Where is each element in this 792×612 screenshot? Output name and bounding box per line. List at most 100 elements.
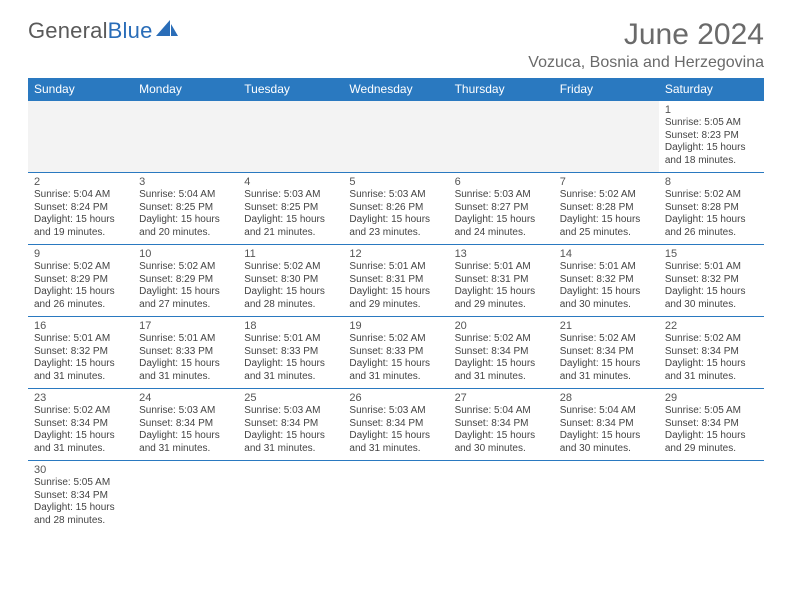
brand-part1: General (28, 18, 108, 44)
day-info-line: Sunrise: 5:03 AM (139, 405, 232, 418)
day-info-line: and 31 minutes. (34, 371, 127, 384)
day-cell (238, 101, 343, 173)
day-cell: 15Sunrise: 5:01 AMSunset: 8:32 PMDayligh… (659, 245, 764, 317)
day-info-line: Daylight: 15 hours (244, 430, 337, 443)
day-header: Sunday (28, 78, 133, 101)
day-info-line: Daylight: 15 hours (455, 214, 548, 227)
day-number: 29 (665, 392, 758, 404)
day-info-line: Daylight: 15 hours (560, 430, 653, 443)
day-number: 16 (34, 320, 127, 332)
day-info-line: Sunset: 8:34 PM (34, 490, 127, 503)
day-cell: 22Sunrise: 5:02 AMSunset: 8:34 PMDayligh… (659, 317, 764, 389)
day-info-line: Sunset: 8:34 PM (139, 418, 232, 431)
day-info-line: Daylight: 15 hours (34, 214, 127, 227)
day-info-line: Sunrise: 5:03 AM (244, 405, 337, 418)
calendar-body: 1Sunrise: 5:05 AMSunset: 8:23 PMDaylight… (28, 101, 764, 533)
day-number: 30 (34, 464, 127, 476)
day-cell (28, 101, 133, 173)
week-row: 1Sunrise: 5:05 AMSunset: 8:23 PMDaylight… (28, 101, 764, 173)
day-info-line: Sunset: 8:30 PM (244, 274, 337, 287)
day-cell (133, 101, 238, 173)
day-info-line: Daylight: 15 hours (560, 286, 653, 299)
day-info-line: Daylight: 15 hours (349, 430, 442, 443)
day-info-line: Sunrise: 5:02 AM (560, 333, 653, 346)
day-info-line: Sunset: 8:31 PM (349, 274, 442, 287)
day-number: 6 (455, 176, 548, 188)
week-row: 2Sunrise: 5:04 AMSunset: 8:24 PMDaylight… (28, 173, 764, 245)
week-row: 9Sunrise: 5:02 AMSunset: 8:29 PMDaylight… (28, 245, 764, 317)
day-info-line: Sunrise: 5:02 AM (455, 333, 548, 346)
day-info-line: and 31 minutes. (34, 443, 127, 456)
week-row: 23Sunrise: 5:02 AMSunset: 8:34 PMDayligh… (28, 389, 764, 461)
day-info-line: and 29 minutes. (349, 299, 442, 312)
day-info-line: Sunrise: 5:02 AM (665, 189, 758, 202)
day-header: Tuesday (238, 78, 343, 101)
day-info-line: Sunset: 8:34 PM (455, 418, 548, 431)
day-info-line: Daylight: 15 hours (349, 286, 442, 299)
day-info-line: Sunset: 8:25 PM (244, 202, 337, 215)
day-number: 7 (560, 176, 653, 188)
day-info-line: Sunrise: 5:03 AM (349, 405, 442, 418)
day-number: 18 (244, 320, 337, 332)
day-cell: 3Sunrise: 5:04 AMSunset: 8:25 PMDaylight… (133, 173, 238, 245)
day-info-line: Sunrise: 5:03 AM (244, 189, 337, 202)
day-info-line: Daylight: 15 hours (139, 358, 232, 371)
day-info-line: Daylight: 15 hours (139, 214, 232, 227)
day-info-line: and 31 minutes. (139, 443, 232, 456)
day-cell: 7Sunrise: 5:02 AMSunset: 8:28 PMDaylight… (554, 173, 659, 245)
day-header: Thursday (449, 78, 554, 101)
day-info-line: and 18 minutes. (665, 155, 758, 168)
day-info-line: Sunrise: 5:04 AM (560, 405, 653, 418)
day-number: 23 (34, 392, 127, 404)
day-cell: 14Sunrise: 5:01 AMSunset: 8:32 PMDayligh… (554, 245, 659, 317)
brand-part2: Blue (108, 18, 153, 44)
day-cell (554, 461, 659, 533)
day-info-line: Sunset: 8:33 PM (244, 346, 337, 359)
day-info-line: and 26 minutes. (34, 299, 127, 312)
day-info-line: Daylight: 15 hours (455, 430, 548, 443)
week-row: 16Sunrise: 5:01 AMSunset: 8:32 PMDayligh… (28, 317, 764, 389)
day-info-line: Sunrise: 5:03 AM (455, 189, 548, 202)
day-cell: 10Sunrise: 5:02 AMSunset: 8:29 PMDayligh… (133, 245, 238, 317)
day-header: Wednesday (343, 78, 448, 101)
day-info-line: and 19 minutes. (34, 227, 127, 240)
day-number: 8 (665, 176, 758, 188)
day-number: 5 (349, 176, 442, 188)
day-info-line: Daylight: 15 hours (665, 286, 758, 299)
day-info-line: Sunrise: 5:01 AM (349, 261, 442, 274)
day-number: 20 (455, 320, 548, 332)
day-info-line: Sunset: 8:27 PM (455, 202, 548, 215)
day-info-line: Sunset: 8:34 PM (560, 418, 653, 431)
day-cell (343, 101, 448, 173)
day-cell: 23Sunrise: 5:02 AMSunset: 8:34 PMDayligh… (28, 389, 133, 461)
day-info-line: Sunrise: 5:05 AM (665, 117, 758, 130)
day-info-line: Sunrise: 5:04 AM (455, 405, 548, 418)
day-info-line: Sunset: 8:31 PM (455, 274, 548, 287)
day-info-line: Sunrise: 5:01 AM (560, 261, 653, 274)
day-info-line: Sunset: 8:32 PM (560, 274, 653, 287)
day-info-line: Sunrise: 5:01 AM (455, 261, 548, 274)
day-info-line: Daylight: 15 hours (665, 358, 758, 371)
day-info-line: and 29 minutes. (665, 443, 758, 456)
day-cell: 8Sunrise: 5:02 AMSunset: 8:28 PMDaylight… (659, 173, 764, 245)
day-cell: 30Sunrise: 5:05 AMSunset: 8:34 PMDayligh… (28, 461, 133, 533)
day-cell: 4Sunrise: 5:03 AMSunset: 8:25 PMDaylight… (238, 173, 343, 245)
day-number: 4 (244, 176, 337, 188)
day-info-line: and 31 minutes. (349, 443, 442, 456)
day-info-line: Daylight: 15 hours (34, 430, 127, 443)
location: Vozuca, Bosnia and Herzegovina (528, 54, 764, 72)
day-cell: 29Sunrise: 5:05 AMSunset: 8:34 PMDayligh… (659, 389, 764, 461)
day-cell (133, 461, 238, 533)
day-cell: 18Sunrise: 5:01 AMSunset: 8:33 PMDayligh… (238, 317, 343, 389)
day-info-line: and 31 minutes. (244, 443, 337, 456)
day-info-line: Daylight: 15 hours (455, 286, 548, 299)
day-info-line: and 30 minutes. (560, 299, 653, 312)
day-number: 10 (139, 248, 232, 260)
day-info-line: and 24 minutes. (455, 227, 548, 240)
day-info-line: Sunset: 8:34 PM (244, 418, 337, 431)
day-info-line: Sunrise: 5:02 AM (34, 261, 127, 274)
day-header: Monday (133, 78, 238, 101)
day-cell: 13Sunrise: 5:01 AMSunset: 8:31 PMDayligh… (449, 245, 554, 317)
day-info-line: and 30 minutes. (455, 443, 548, 456)
day-info-line: and 20 minutes. (139, 227, 232, 240)
